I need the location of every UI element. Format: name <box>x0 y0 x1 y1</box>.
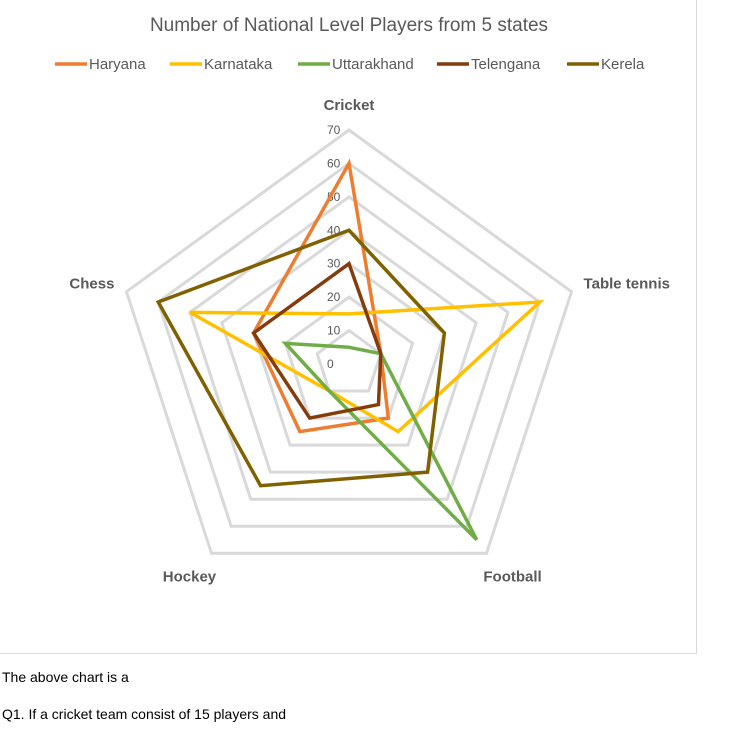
legend-label: Telengana <box>471 56 541 73</box>
grid-ring <box>283 295 415 420</box>
tick-label: 60 <box>327 156 341 170</box>
series-group <box>155 158 545 542</box>
grid <box>124 128 574 555</box>
legend-label: Uttarakhand <box>332 56 414 73</box>
tick-label: 20 <box>327 290 341 304</box>
tick-label: 10 <box>327 324 341 338</box>
category-label: Cricket <box>324 97 375 114</box>
tick-label: 70 <box>327 123 341 137</box>
category-labels: Cricket Table tennis Football Hockey Chess <box>69 97 670 585</box>
grid-ring <box>315 328 383 393</box>
series-line <box>251 260 383 421</box>
category-label: Chess <box>69 276 114 293</box>
grid-ring <box>156 161 542 528</box>
series-line <box>281 341 479 542</box>
question-text: Q1. If a cricket team consist of 15 play… <box>2 706 287 722</box>
series-line <box>189 299 545 434</box>
legend-label: Karnataka <box>204 56 273 73</box>
grid-ring <box>188 195 510 501</box>
chart-title: Number of National Level Players from 5 … <box>150 15 548 36</box>
category-label: Hockey <box>163 568 217 585</box>
legend-label: Kerela <box>601 56 645 73</box>
category-label: Football <box>483 568 541 585</box>
legend: Haryana Karnataka Uttarakhand Telengana Kere… <box>55 56 645 73</box>
legend-label: Haryana <box>89 56 146 73</box>
grid-ring <box>124 128 574 555</box>
tick-label: 30 <box>327 257 341 271</box>
caption-text: The above chart is a <box>2 669 129 685</box>
chart-area <box>0 0 697 654</box>
radar-chart: Number of National Level Players from 5 … <box>55 15 670 585</box>
tick-label: 0 <box>327 357 334 371</box>
series-line <box>251 158 391 434</box>
series-line <box>155 228 447 488</box>
category-label: Table tennis <box>584 276 670 293</box>
